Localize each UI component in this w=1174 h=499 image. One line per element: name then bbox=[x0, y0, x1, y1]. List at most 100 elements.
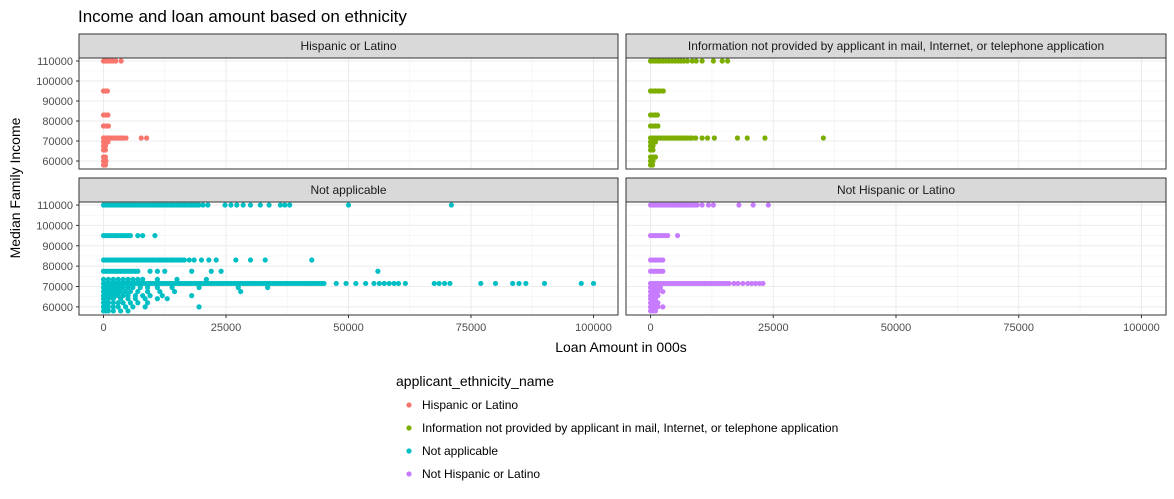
scatter-point bbox=[699, 135, 705, 141]
scatter-point bbox=[105, 308, 111, 314]
facet-strip-label: Information not provided by applicant in… bbox=[688, 39, 1104, 53]
x-tick-label: 25000 bbox=[211, 322, 242, 334]
scatter-point bbox=[492, 280, 499, 287]
x-tick-label: 50000 bbox=[881, 322, 912, 334]
scatter-point bbox=[145, 288, 151, 295]
scatter-point bbox=[110, 300, 116, 306]
y-tick-label: 60000 bbox=[42, 156, 73, 168]
facet-panels: Hispanic or Latino Information not provid… bbox=[78, 33, 1167, 316]
scatter-point bbox=[510, 280, 516, 287]
scatter-point bbox=[169, 284, 175, 291]
scatter-point bbox=[436, 280, 442, 287]
scatter-point bbox=[127, 300, 134, 306]
scatter-point bbox=[652, 308, 659, 314]
scatter-point bbox=[147, 268, 153, 274]
legend-key bbox=[406, 471, 412, 477]
scatter-point bbox=[262, 257, 268, 263]
scatter-point bbox=[157, 288, 163, 295]
scatter-point bbox=[118, 308, 124, 314]
scatter-point bbox=[233, 257, 239, 263]
scatter-point bbox=[102, 143, 109, 149]
scatter-point bbox=[655, 304, 661, 310]
scatter-point bbox=[699, 202, 705, 208]
scatter-point bbox=[100, 276, 107, 282]
scatter-point bbox=[441, 280, 448, 287]
scatter-point bbox=[516, 280, 522, 287]
scatter-point bbox=[820, 135, 826, 141]
scatter-point bbox=[137, 284, 143, 291]
scatter-point bbox=[105, 296, 111, 302]
scatter-point bbox=[105, 139, 111, 145]
scatter-point bbox=[650, 143, 656, 149]
scatter-point bbox=[104, 88, 111, 94]
scatter-point bbox=[145, 300, 151, 306]
scatter-point bbox=[731, 280, 737, 287]
scatter-point bbox=[135, 288, 141, 295]
scatter-point bbox=[127, 288, 134, 295]
legend-key bbox=[406, 448, 412, 454]
scatter-point bbox=[655, 123, 661, 129]
scatter-point bbox=[198, 257, 205, 263]
scatter-point bbox=[103, 158, 109, 164]
chart-title: Income and loan amount based on ethnicit… bbox=[78, 7, 407, 26]
scatter-point bbox=[196, 304, 202, 310]
x-axis-title: Loan Amount in 000s bbox=[555, 339, 687, 355]
scatter-point bbox=[391, 280, 397, 287]
scatter-point bbox=[247, 202, 254, 208]
scatter-point bbox=[118, 288, 124, 295]
scatter-point bbox=[655, 288, 661, 295]
scatter-point bbox=[130, 276, 136, 282]
scatter-point bbox=[654, 112, 661, 118]
panel-border bbox=[78, 57, 619, 170]
x-tick-label: 100000 bbox=[1123, 322, 1160, 334]
scatter-point bbox=[590, 280, 597, 287]
legend-item: Not Hispanic or Latino bbox=[406, 467, 540, 481]
scatter-point bbox=[665, 232, 671, 239]
legend-label: Hispanic or Latino bbox=[422, 398, 518, 412]
scatter-point bbox=[381, 280, 387, 287]
facet-panel: Not Hispanic or Latino bbox=[625, 177, 1167, 316]
facet-strip bbox=[78, 177, 619, 203]
scatter-point bbox=[694, 202, 700, 208]
scatter-point bbox=[110, 308, 116, 314]
scatter-point bbox=[240, 202, 246, 208]
scatter-point bbox=[189, 293, 195, 299]
scatter-point bbox=[710, 202, 716, 208]
legend-title: applicant_ethnicity_name bbox=[396, 373, 554, 389]
legend-item: Hispanic or Latino bbox=[406, 398, 518, 412]
scatter-point bbox=[431, 280, 437, 287]
scatter-point bbox=[208, 268, 214, 274]
scatter-point bbox=[186, 257, 192, 263]
scatter-point bbox=[353, 280, 359, 287]
scatter-point bbox=[541, 280, 548, 287]
scatter-point bbox=[135, 268, 141, 274]
scatter-point bbox=[115, 304, 121, 310]
scatter-point bbox=[257, 202, 263, 208]
facet-strip-label: Hispanic or Latino bbox=[300, 39, 396, 53]
scatter-point bbox=[102, 162, 109, 168]
scatter-point bbox=[120, 300, 126, 306]
scatter-point bbox=[159, 293, 165, 299]
legend-key bbox=[406, 402, 412, 408]
scatter-point bbox=[705, 202, 712, 208]
panel-border bbox=[625, 57, 1167, 170]
scatter-point bbox=[100, 296, 107, 302]
scatter-point bbox=[719, 58, 725, 64]
scatter-point bbox=[650, 158, 656, 164]
facet-panel: Not applicable bbox=[78, 177, 619, 316]
scatter-point bbox=[660, 268, 666, 274]
scatter-point bbox=[122, 288, 129, 295]
scatter-point bbox=[375, 268, 381, 274]
x-tick-label: 0 bbox=[100, 322, 106, 334]
scatter-point bbox=[130, 284, 136, 291]
legend-item: Information not provided by applicant in… bbox=[406, 421, 838, 435]
scatter-point bbox=[110, 304, 116, 310]
x-tick-label: 50000 bbox=[333, 322, 364, 334]
scatter-point bbox=[213, 257, 219, 263]
scatter-point bbox=[218, 268, 224, 274]
scatter-point bbox=[652, 139, 659, 145]
scatter-point bbox=[105, 304, 111, 310]
panel-gridlines bbox=[79, 202, 618, 315]
scatter-point bbox=[693, 135, 699, 141]
scatter-point bbox=[102, 147, 109, 153]
